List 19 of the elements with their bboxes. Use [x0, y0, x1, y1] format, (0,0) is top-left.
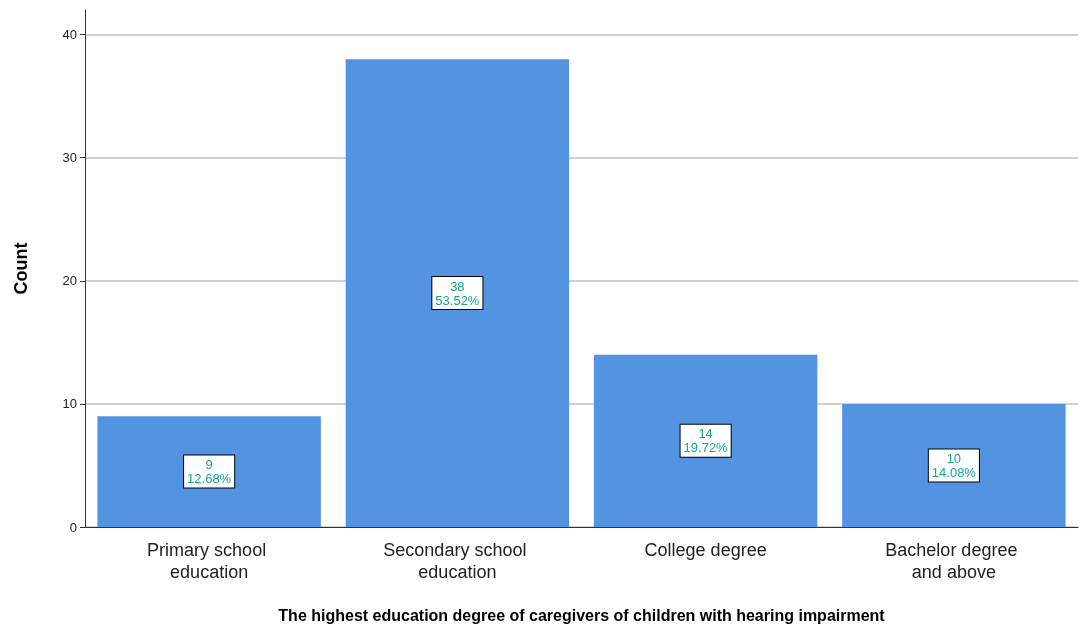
y-tick-label: 20: [62, 273, 77, 289]
bar: [345, 59, 570, 527]
data-label: 10 14.08%: [931, 450, 977, 480]
x-tick-label: Bachelor degree and above: [885, 540, 1023, 582]
y-tick-label: 0: [69, 519, 77, 535]
x-tick-label: Secondary school education: [383, 540, 532, 582]
bar: [97, 416, 321, 527]
data-label: 14 19.72%: [683, 426, 729, 456]
y-tick-label: 40: [62, 27, 77, 43]
data-label: 9 12.68%: [187, 457, 232, 487]
bar: [593, 354, 818, 527]
bar: [842, 403, 1066, 527]
x-tick-label: College degree: [644, 540, 767, 560]
y-axis-title: Count: [11, 242, 31, 295]
x-tick-label: Primary school education: [147, 540, 272, 582]
y-tick-label: 10: [62, 396, 77, 412]
y-tick-label: 30: [62, 150, 77, 166]
x-axis-title: The highest education degree of caregivers of children with hearing impairment: [278, 606, 886, 624]
data-label: 38 53.52%: [435, 278, 480, 308]
